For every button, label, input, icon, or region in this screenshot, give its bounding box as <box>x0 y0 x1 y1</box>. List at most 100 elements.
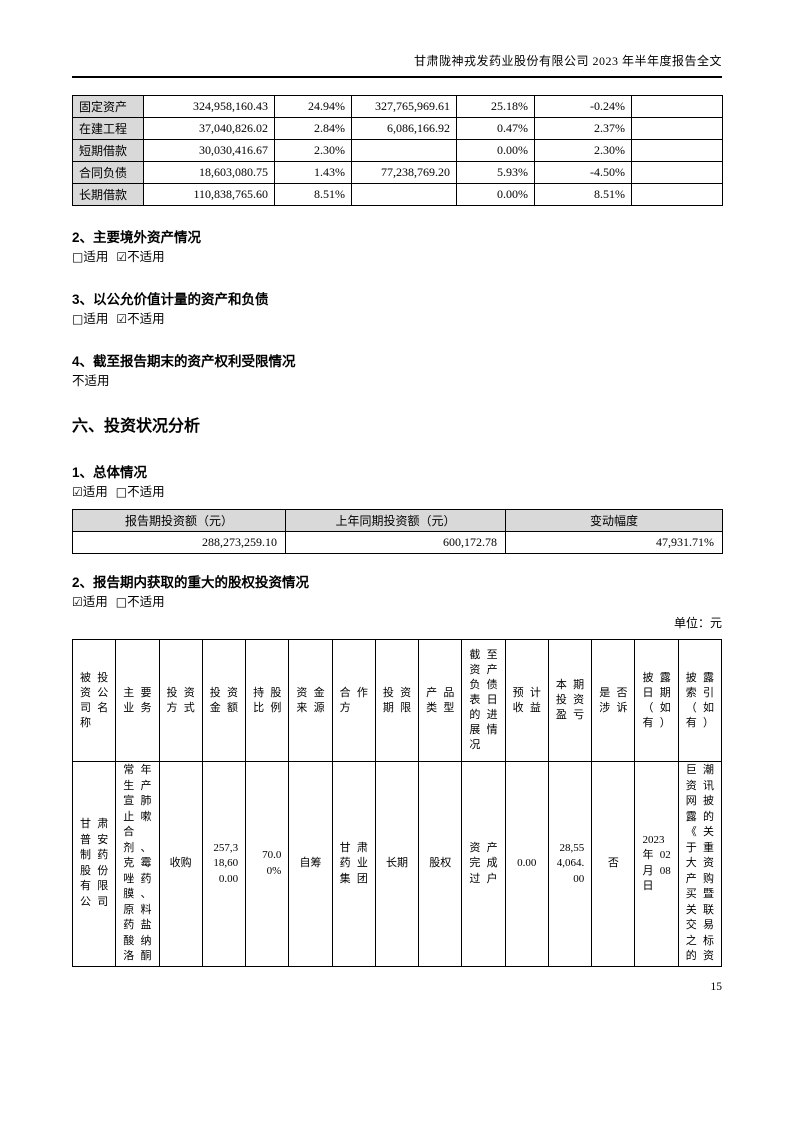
column-header-progress: 截至资产负债表日的进展情况 <box>461 639 506 762</box>
column-header-partner: 合作方 <box>331 639 376 762</box>
table-header-row: 报告期投资额（元） 上年同期投资额（元） 变动幅度 <box>72 509 723 532</box>
checkbox-checked-icon: ☑ <box>72 595 83 609</box>
checkbox-checked-icon: ☑ <box>72 485 83 499</box>
applicability-line: □适用 ☑不适用 <box>72 246 722 265</box>
checkbox-checked-icon: ☑ <box>116 250 128 264</box>
period-investment-value: 288,273,259.10 <box>72 531 286 554</box>
overall-investment-table: 报告期投资额（元） 上年同期投资额（元） 变动幅度 288,273,259.10… <box>72 509 723 554</box>
asset-amount-prev: 6,086,166.92 <box>351 117 457 140</box>
column-header-period-pl: 本期投资盈亏 <box>547 639 593 762</box>
asset-change: -4.50% <box>534 161 632 184</box>
table-row: 长期借款 110,838,765.60 8.51% 0.00% 8.51% <box>72 183 723 206</box>
section-heading-overall: 1、总体情况 <box>72 465 148 480</box>
asset-change: -0.24% <box>534 95 632 118</box>
disclosure-index: 巨潮资讯网披露的《关于重大资产购买暨关联交易之标的资 <box>677 761 723 967</box>
applicability-line: ☑适用 □不适用 <box>72 481 722 500</box>
investment-amount: 257,318,600.00 <box>201 761 247 967</box>
equity-investment-table: 被投资公司名称 主要业务 投资方式 投资金额 持股比例 资金来源 合作方 投资期… <box>71 639 723 967</box>
asset-amount-prev: 77,238,769.20 <box>351 161 457 184</box>
prior-period-investment-value: 600,172.78 <box>285 531 506 554</box>
asset-note <box>631 139 723 162</box>
asset-label: 短期借款 <box>72 139 144 162</box>
asset-ratio-prev: 0.47% <box>456 117 535 140</box>
checkbox-unchecked-icon: □ <box>115 485 128 499</box>
not-applicable-label: 不适用 <box>127 595 165 609</box>
section-heading-restricted-rights: 4、截至报告期末的资产权利受限情况 <box>72 354 296 369</box>
document-header: 甘肃陇神戎发药业股份有限公司 2023 年半年度报告全文 <box>72 52 722 78</box>
asset-note <box>631 161 723 184</box>
column-header-investee: 被投资公司名称 <box>71 639 117 762</box>
asset-ratio: 1.43% <box>274 161 352 184</box>
asset-ratio-prev: 25.18% <box>456 95 535 118</box>
section-heading-fair-value: 3、以公允价值计量的资产和负债 <box>72 292 269 307</box>
section-heading-overseas-assets: 2、主要境外资产情况 <box>72 230 202 245</box>
column-header-main-business: 主要业务 <box>115 639 160 762</box>
restricted-rights-body: 不适用 <box>72 374 110 388</box>
table-row: 288,273,259.10 600,172.78 47,931.71% <box>72 531 723 554</box>
applicable-label: 适用 <box>82 595 108 609</box>
applicable-label: 适用 <box>83 312 109 326</box>
investee-name: 甘肃普安制药股份有限公司 <box>71 761 117 967</box>
asset-note <box>631 117 723 140</box>
asset-amount: 18,603,080.75 <box>143 161 275 184</box>
main-business: 常年生产宣肺止嗽合剂、克霉唑药膜、原料药盐酸纳洛酮 <box>115 761 160 967</box>
table-row: 固定资产 324,958,160.43 24.94% 327,765,969.6… <box>72 95 723 118</box>
checkbox-unchecked-icon: □ <box>72 250 84 264</box>
header-title: 甘肃陇神戎发药业股份有限公司 2023 年半年度报告全文 <box>413 54 722 68</box>
asset-change: 2.37% <box>534 117 632 140</box>
asset-label: 合同负债 <box>72 161 144 184</box>
asset-amount: 30,030,416.67 <box>143 139 275 162</box>
column-header-disclosure-index: 披露索引（如有） <box>677 639 723 762</box>
checkbox-checked-icon: ☑ <box>116 312 128 326</box>
change-rate-value: 47,931.71% <box>505 531 723 554</box>
asset-ratio-prev: 5.93% <box>456 161 535 184</box>
column-header-amount: 投资金额 <box>201 639 247 762</box>
applicable-label: 适用 <box>82 485 108 499</box>
asset-change-table: 固定资产 324,958,160.43 24.94% 327,765,969.6… <box>72 95 723 206</box>
asset-ratio: 8.51% <box>274 183 352 206</box>
investment-term: 长期 <box>374 761 420 967</box>
column-header: 报告期投资额（元） <box>72 509 286 532</box>
product-type: 股权 <box>418 761 463 967</box>
section-heading-equity-investment: 2、报告期内获取的重大的股权投资情况 <box>72 575 310 590</box>
asset-label: 固定资产 <box>72 95 144 118</box>
table-row: 在建工程 37,040,826.02 2.84% 6,086,166.92 0.… <box>72 117 723 140</box>
asset-ratio: 2.84% <box>274 117 352 140</box>
asset-amount-prev <box>351 139 457 162</box>
asset-amount-prev: 327,765,969.61 <box>351 95 457 118</box>
page-number: 15 <box>710 980 723 993</box>
progress-status: 资产完成过户 <box>461 761 506 967</box>
asset-change: 2.30% <box>534 139 632 162</box>
asset-amount: 324,958,160.43 <box>143 95 275 118</box>
asset-note <box>631 183 723 206</box>
table-row: 甘肃普安制药股份有限公司 常年生产宣肺止嗽合剂、克霉唑药膜、原料药盐酸纳洛酮 收… <box>71 761 723 967</box>
asset-note <box>631 95 723 118</box>
column-header-shareholding: 持股比例 <box>245 639 290 762</box>
checkbox-unchecked-icon: □ <box>115 595 128 609</box>
section-heading-investment-analysis: 六、投资状况分析 <box>72 418 201 435</box>
asset-label: 长期借款 <box>72 183 144 206</box>
not-applicable-label: 不适用 <box>127 485 165 499</box>
asset-amount: 110,838,765.60 <box>143 183 275 206</box>
disclosure-date: 2023年02月08日 <box>634 761 679 967</box>
table-row: 合同负债 18,603,080.75 1.43% 77,238,769.20 5… <box>72 161 723 184</box>
applicability-line: □适用 ☑不适用 <box>72 308 722 327</box>
asset-amount: 37,040,826.02 <box>143 117 275 140</box>
column-header-product-type: 产品类型 <box>418 639 463 762</box>
column-header: 上年同期投资额（元） <box>285 509 506 532</box>
asset-label: 在建工程 <box>72 117 144 140</box>
expected-return: 0.00 <box>504 761 549 967</box>
litigation-flag: 否 <box>591 761 636 967</box>
investment-method: 收购 <box>158 761 203 967</box>
not-applicable-label: 不适用 <box>127 312 165 326</box>
column-header-method: 投资方式 <box>158 639 203 762</box>
checkbox-unchecked-icon: □ <box>72 312 84 326</box>
asset-change: 8.51% <box>534 183 632 206</box>
period-profit-loss: 28,554,064.00 <box>547 761 593 967</box>
asset-amount-prev <box>351 183 457 206</box>
applicability-line: ☑适用 □不适用 <box>72 591 722 610</box>
partner: 甘肃药业集团 <box>331 761 376 967</box>
asset-ratio-prev: 0.00% <box>456 183 535 206</box>
unit-label: 单位：元 <box>673 616 722 630</box>
